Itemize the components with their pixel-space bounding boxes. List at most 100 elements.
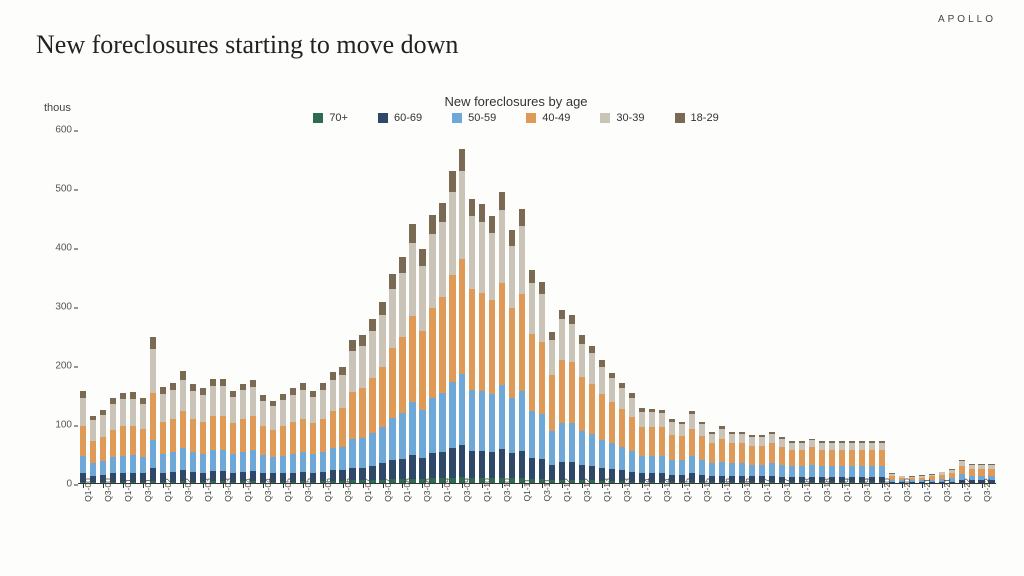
bar-column <box>857 130 867 484</box>
bar-segment <box>669 435 675 460</box>
bar-column <box>298 130 308 484</box>
x-label <box>867 486 877 540</box>
bar-segment <box>300 383 306 390</box>
bar-column <box>328 130 338 484</box>
bar-column <box>967 130 977 484</box>
x-label: Q3-02 <box>178 486 188 540</box>
x-label <box>268 486 278 540</box>
x-label <box>707 486 717 540</box>
bar-segment <box>469 390 475 451</box>
x-label: Q1-01 <box>118 486 128 540</box>
bar-segment <box>150 440 156 468</box>
bar-segment <box>629 398 635 417</box>
bar-segment <box>569 315 575 324</box>
bar-segment <box>399 413 405 459</box>
bar-segment <box>829 443 835 450</box>
bar-segment <box>519 209 525 226</box>
bar-stack <box>459 149 465 484</box>
x-label <box>627 486 637 540</box>
bar-segment <box>569 423 575 462</box>
bar-column <box>897 130 907 484</box>
bar-column <box>977 130 987 484</box>
legend-swatch <box>526 113 536 123</box>
bar-segment <box>809 440 815 447</box>
bar-stack <box>359 335 365 484</box>
bar-segment <box>200 395 206 422</box>
bar-stack <box>339 367 345 484</box>
bar-column <box>767 130 777 484</box>
bar-segment <box>849 466 855 477</box>
bar-segment <box>729 434 735 443</box>
bar-segment <box>649 427 655 455</box>
bar-segment <box>250 380 256 387</box>
bar-segment <box>359 438 365 467</box>
x-label <box>927 486 937 540</box>
bar-segment <box>270 406 276 430</box>
x-label <box>487 486 497 540</box>
bar-segment <box>559 360 565 424</box>
chart-title: New foreclosures by age <box>36 94 996 109</box>
x-label <box>168 486 178 540</box>
bar-segment <box>499 283 505 386</box>
bar-column <box>487 130 497 484</box>
bar-segment <box>549 431 555 465</box>
bar-column <box>78 130 88 484</box>
bar-column <box>907 130 917 484</box>
bar-stack <box>569 315 575 484</box>
bar-segment <box>419 331 425 410</box>
bar-segment <box>569 362 575 423</box>
bar-segment <box>869 450 875 467</box>
bar-segment <box>539 342 545 414</box>
x-label: Q3-06 <box>338 486 348 540</box>
bar-segment <box>469 216 475 289</box>
bar-segment <box>529 411 535 458</box>
bar-column <box>827 130 837 484</box>
bar-segment <box>679 460 685 475</box>
bar-column <box>268 130 278 484</box>
bar-segment <box>120 426 126 455</box>
bar-column <box>288 130 298 484</box>
bar-segment <box>160 387 166 394</box>
bar-segment <box>409 455 415 479</box>
bar-segment <box>759 465 765 477</box>
bar-segment <box>399 337 405 413</box>
bar-segment <box>599 367 605 394</box>
bar-segment <box>809 447 815 465</box>
page-title: New foreclosures starting to move down <box>36 30 458 60</box>
bar-segment <box>359 346 365 388</box>
bar-segment <box>180 380 186 412</box>
bar-segment <box>220 416 226 450</box>
bar-stack <box>180 371 186 484</box>
bar-segment <box>749 437 755 445</box>
legend-label: 70+ <box>329 112 348 124</box>
bar-segment <box>719 429 725 440</box>
bar-segment <box>459 374 465 445</box>
bar-column <box>128 130 138 484</box>
x-label <box>88 486 98 540</box>
x-label: Q1-22 <box>957 486 967 540</box>
bar-segment <box>529 270 535 283</box>
bar-segment <box>320 390 326 418</box>
bar-segment <box>160 422 166 454</box>
bar-segment <box>709 443 715 463</box>
bar-column <box>178 130 188 484</box>
bar-stack <box>489 216 495 484</box>
bar-segment <box>110 404 116 430</box>
bar-segment <box>679 436 685 460</box>
bar-segment <box>739 434 745 443</box>
bar-segment <box>419 266 425 331</box>
bar-segment <box>559 423 565 462</box>
bar-segment <box>140 429 146 457</box>
x-label: Q1-17 <box>757 486 767 540</box>
bar-segment <box>649 456 655 474</box>
bar-segment <box>519 294 525 391</box>
x-label <box>427 486 437 540</box>
bar-column <box>957 130 967 484</box>
bar-stack <box>729 432 735 485</box>
bar-segment <box>160 454 166 473</box>
bar-segment <box>419 249 425 266</box>
bar-segment <box>589 384 595 435</box>
bar-segment <box>839 443 845 450</box>
bar-stack <box>759 435 765 484</box>
bar-segment <box>100 415 106 437</box>
